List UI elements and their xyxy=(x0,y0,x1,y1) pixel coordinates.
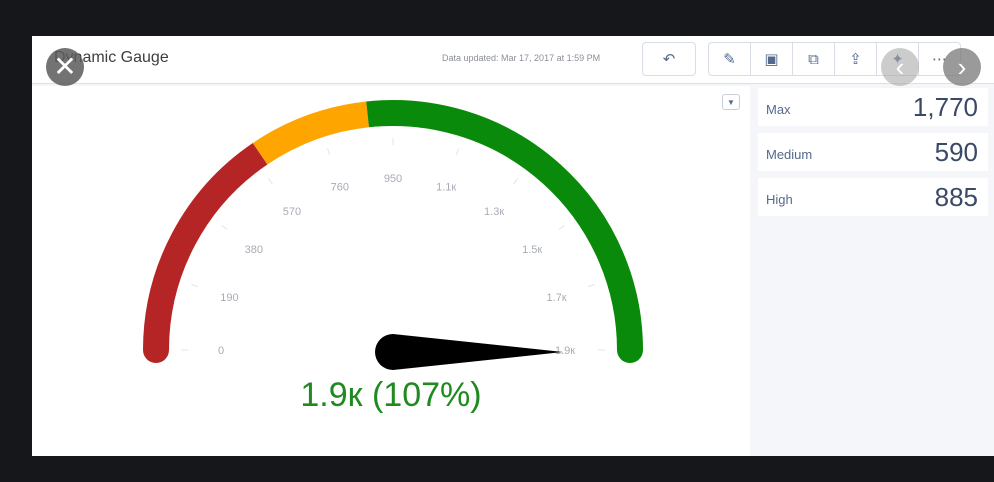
share-button[interactable]: ⇪ xyxy=(834,42,877,76)
gauge-band-cap xyxy=(617,337,643,363)
save-button[interactable]: ▣ xyxy=(750,42,793,76)
metrics-list: Max 1,770 Medium 590 High 885 xyxy=(758,88,988,223)
metric-value: 590 xyxy=(934,137,978,167)
gauge-band xyxy=(366,100,643,351)
gauge-tick-label: 380 xyxy=(245,244,263,256)
dashboard-panel: Dynamic Gauge Data updated: Mar 17, 2017… xyxy=(32,36,994,456)
edit-button[interactable]: ✎ xyxy=(708,42,751,76)
gauge-chart: 0 190 380 570 760 950 1.1к 1.3к 1.5к 1.7к 1.9к xyxy=(143,100,643,370)
undo-button[interactable]: ↶ xyxy=(642,42,696,76)
chevron-right-icon: › xyxy=(957,51,967,82)
gauge-band-cap xyxy=(143,337,169,363)
panel-header: Dynamic Gauge Data updated: Mar 17, 2017… xyxy=(32,36,994,84)
metric-label: High xyxy=(766,192,793,207)
gauge-tick-mark xyxy=(455,148,459,156)
clone-icon: ⧉ xyxy=(808,50,819,68)
gauge-tick-label: 1.9к xyxy=(555,345,575,357)
close-viewer-button[interactable]: ✕ xyxy=(46,48,84,86)
gauge-tick-label: 570 xyxy=(283,206,301,218)
gauge-tick-label: 1.7к xyxy=(547,292,567,304)
save-icon: ▣ xyxy=(764,51,779,68)
metric-high: High 885 xyxy=(758,178,988,216)
gauge-chart-area: 0 190 380 570 760 950 1.1к 1.3к 1.5к 1.7к 1.9к ▼ 1… xyxy=(32,86,750,456)
collapse-toggle[interactable]: ▼ xyxy=(722,94,740,110)
gauge-tick-mark xyxy=(513,178,519,185)
chevron-left-icon: ‹ xyxy=(895,51,905,82)
previous-image-button[interactable]: ‹ xyxy=(881,48,919,86)
toolbar-button-group: ✎ ▣ ⧉ ⇪ ✦ ⋯ xyxy=(708,42,961,76)
undo-icon: ↶ xyxy=(662,51,676,68)
gauge-tick-label: 950 xyxy=(384,173,402,185)
chevron-down-icon: ▼ xyxy=(727,97,735,107)
metric-label: Medium xyxy=(766,147,813,162)
metric-value: 1,770 xyxy=(912,92,978,122)
gauge-tick-mark xyxy=(221,224,228,230)
gauge-tick-label: 1.5к xyxy=(522,244,542,256)
gauge-tick-label: 0 xyxy=(218,345,224,357)
clone-button[interactable]: ⧉ xyxy=(792,42,835,76)
gauge-tick-mark xyxy=(558,224,565,230)
metric-medium: Medium 590 xyxy=(758,133,988,171)
gauge-tick-mark xyxy=(191,284,199,288)
gauge-value-label: 1.9к (107%) xyxy=(300,376,482,414)
gauge-band xyxy=(252,101,370,165)
gauge-tick-mark xyxy=(587,284,595,288)
gauge-tick-label: 760 xyxy=(331,181,349,193)
close-icon: ✕ xyxy=(53,51,77,82)
data-updated-timestamp: Data updated: Mar 17, 2017 at 1:59 PM xyxy=(442,53,601,63)
gauge-tick-label: 1.1к xyxy=(436,181,456,193)
gauge-tick-label: 190 xyxy=(220,292,238,304)
next-image-button[interactable]: › xyxy=(943,48,981,86)
metric-label: Max xyxy=(766,102,791,117)
gauge-tick-mark xyxy=(327,148,331,156)
gauge-band xyxy=(143,143,268,351)
metric-value: 885 xyxy=(934,182,978,212)
pencil-icon: ✎ xyxy=(723,51,736,68)
gauge-tick-mark xyxy=(267,178,273,185)
metric-max: Max 1,770 xyxy=(758,88,988,126)
gauge-needle xyxy=(375,334,563,370)
share-icon: ⇪ xyxy=(849,51,862,68)
gauge-tick-label: 1.3к xyxy=(484,206,504,218)
